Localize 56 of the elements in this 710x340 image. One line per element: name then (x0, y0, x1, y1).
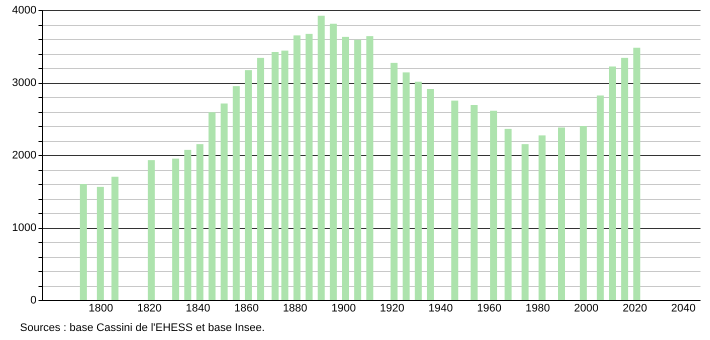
bar (148, 160, 155, 300)
y-tick-label: 2000 (12, 150, 36, 162)
bar (504, 128, 512, 300)
bar (342, 36, 350, 300)
x-tick-label: 1900 (331, 302, 356, 314)
bar (414, 82, 422, 300)
bar (111, 176, 118, 300)
x-tick-label: 1960 (476, 302, 502, 314)
x-tick-label: 1980 (526, 302, 550, 314)
bar (426, 89, 434, 300)
source-note: Sources : base Cassini de l'EHESS et base Insee. (20, 322, 265, 334)
bar (451, 100, 458, 300)
bar (621, 58, 628, 300)
x-tick-label: 2040 (671, 302, 696, 314)
x-tick-label: 1840 (186, 302, 210, 314)
x-tick-label: 1860 (234, 302, 259, 314)
bar (490, 110, 498, 300)
bar (538, 135, 546, 300)
bar (172, 158, 180, 300)
x-tick-label: 1940 (428, 302, 453, 314)
bar (596, 96, 604, 300)
x-tick-label: 1820 (137, 302, 162, 314)
y-tick-label: 3000 (12, 77, 36, 89)
x-tick-label: 2020 (622, 302, 648, 314)
bar (208, 112, 216, 300)
bar (220, 104, 228, 300)
bar (633, 48, 640, 300)
x-tick-label: 1920 (380, 302, 404, 314)
bar (244, 70, 252, 300)
bar (281, 50, 288, 300)
bar (196, 144, 204, 300)
y-tick-label: 1000 (12, 222, 36, 234)
y-tick-label: 0 (30, 294, 36, 306)
bar (470, 104, 478, 300)
bar (318, 16, 325, 300)
bar (608, 66, 616, 300)
x-tick-label: 2000 (574, 302, 599, 314)
bar (366, 36, 374, 300)
bar (184, 150, 192, 300)
bar (306, 34, 313, 300)
bar (96, 186, 104, 300)
bar (354, 40, 362, 300)
bar (402, 72, 410, 300)
bar (390, 62, 398, 300)
bar (293, 35, 300, 300)
bar (558, 127, 566, 300)
bar (257, 58, 264, 300)
bar (580, 126, 587, 300)
bar (232, 86, 240, 300)
bar (80, 184, 87, 300)
x-tick-label: 1800 (88, 302, 114, 314)
x-tick-label: 1880 (282, 302, 308, 314)
y-tick-label: 4000 (12, 4, 36, 16)
bar (272, 52, 279, 300)
bar (522, 144, 529, 300)
bar (330, 24, 337, 300)
